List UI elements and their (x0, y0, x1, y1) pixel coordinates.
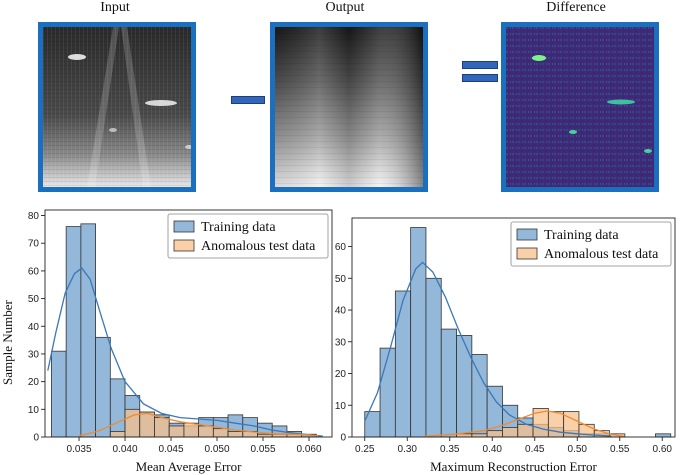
y-tick-label-3: 30 (335, 337, 347, 348)
x-tick-label-5: 0.060 (296, 444, 321, 455)
training-bar-1 (379, 347, 396, 438)
y-tick-label-5: 50 (335, 274, 347, 285)
training-bar-19 (655, 433, 672, 438)
anomalous-bar-9 (502, 427, 519, 438)
chart-maximum-reconstruction-error: 0.25 0.30 0.35 0.40 0.45 0.50 0.55 0.60 0 10 20 30 4… (335, 217, 676, 474)
training-bar-0 (51, 350, 67, 438)
legend-label-0: Training data (201, 220, 276, 235)
training-kde-line (364, 261, 612, 437)
difference-image (501, 22, 659, 192)
output-title: Output (325, 0, 365, 15)
x-tick-label-6: 0.55 (610, 444, 630, 455)
output-image (270, 22, 428, 192)
x-tick-label-4: 0.055 (250, 444, 275, 455)
legend-label-1: Anomalous test data (544, 247, 659, 262)
y-tick-label-6: 60 (335, 242, 347, 253)
training-bar-3 (95, 336, 111, 438)
training-kde-line (47, 267, 323, 437)
training-bar-2 (80, 223, 96, 438)
x-tick-label-7: 0.60 (653, 444, 673, 455)
anomalous-bar-9 (183, 422, 200, 438)
x-tick-label-0: 0.035 (67, 444, 92, 455)
x-tick-label-3: 0.40 (483, 444, 503, 455)
x-tick-label-3: 0.050 (205, 444, 230, 455)
y-tick-label-0: 0 (33, 433, 39, 444)
training-bar-4 (109, 378, 126, 438)
anomalous-bar-5 (124, 408, 141, 438)
x-tick-label-0: 0.25 (355, 444, 375, 455)
legend (510, 221, 672, 267)
training-bar-5 (440, 328, 457, 438)
training-bar-7 (471, 354, 488, 438)
input-title: Input (100, 0, 130, 15)
x-axis-label: Maximum Reconstruction Error (430, 459, 597, 474)
y-tick-label-4: 40 (335, 306, 347, 317)
y-tick-label-2: 20 (28, 377, 40, 388)
difference-title: Difference (546, 0, 606, 15)
legend-swatch-1 (516, 247, 538, 260)
y-tick-label-4: 40 (28, 322, 40, 333)
training-bar-1 (65, 226, 82, 438)
legend-swatch-1 (173, 239, 195, 252)
x-tick-label-5: 0.50 (568, 444, 588, 455)
y-tick-label-2: 20 (335, 369, 347, 380)
anomalous-bar-8 (168, 425, 185, 438)
x-tick-label-2: 0.045 (159, 444, 184, 455)
plot-frame (351, 217, 676, 438)
anomalous-kde-line (424, 410, 625, 438)
y-tick-label-7: 70 (28, 239, 40, 250)
x-tick-label-2: 0.35 (440, 444, 460, 455)
y-tick-label-8: 80 (28, 211, 40, 222)
anomalous-kde-line (78, 412, 319, 437)
anomalous-bar-4 (109, 431, 126, 438)
x-axis-label: Mean Average Error (136, 459, 243, 474)
legend (167, 213, 329, 259)
anomalous-bar-12 (547, 411, 565, 438)
y-tick-label-1: 10 (28, 405, 40, 416)
training-bar-6 (456, 335, 473, 438)
minus-operator (231, 96, 265, 104)
training-bar-2 (394, 290, 412, 438)
equals-operator-bottom (462, 74, 498, 82)
training-bar-4 (425, 277, 442, 438)
input-image (38, 22, 196, 192)
y-tick-label-0: 0 (340, 433, 346, 444)
anomalous-bar-7 (471, 433, 488, 438)
y-tick-label-1: 10 (335, 401, 347, 412)
training-bar-3 (410, 227, 427, 438)
y-tick-label-3: 30 (28, 349, 40, 360)
anomalous-bar-7 (154, 417, 170, 438)
equals-operator-top (462, 61, 498, 69)
anomalous-bar-10 (198, 425, 214, 438)
anomalous-bar-6 (139, 411, 155, 438)
legend-swatch-0 (173, 220, 195, 233)
x-tick-label-4: 0.45 (525, 444, 545, 455)
x-tick-label-1: 0.30 (398, 444, 418, 455)
x-tick-label-1: 0.040 (113, 444, 138, 455)
legend-swatch-0 (516, 228, 538, 241)
legend-label-0: Training data (544, 228, 619, 243)
plot-frame (44, 209, 333, 438)
anomalous-bar-12 (227, 431, 244, 438)
legend-label-1: Anomalous test data (201, 239, 316, 254)
anomalous-bar-8 (486, 430, 503, 438)
y-tick-label-5: 50 (28, 294, 40, 305)
y-tick-label-6: 60 (28, 266, 40, 277)
chart-mean-average-error: 0.035 0.040 0.045 0.050 0.055 0.060 0 10 20 30 40 5… (28, 209, 333, 474)
anomalous-bar-11 (212, 428, 229, 438)
